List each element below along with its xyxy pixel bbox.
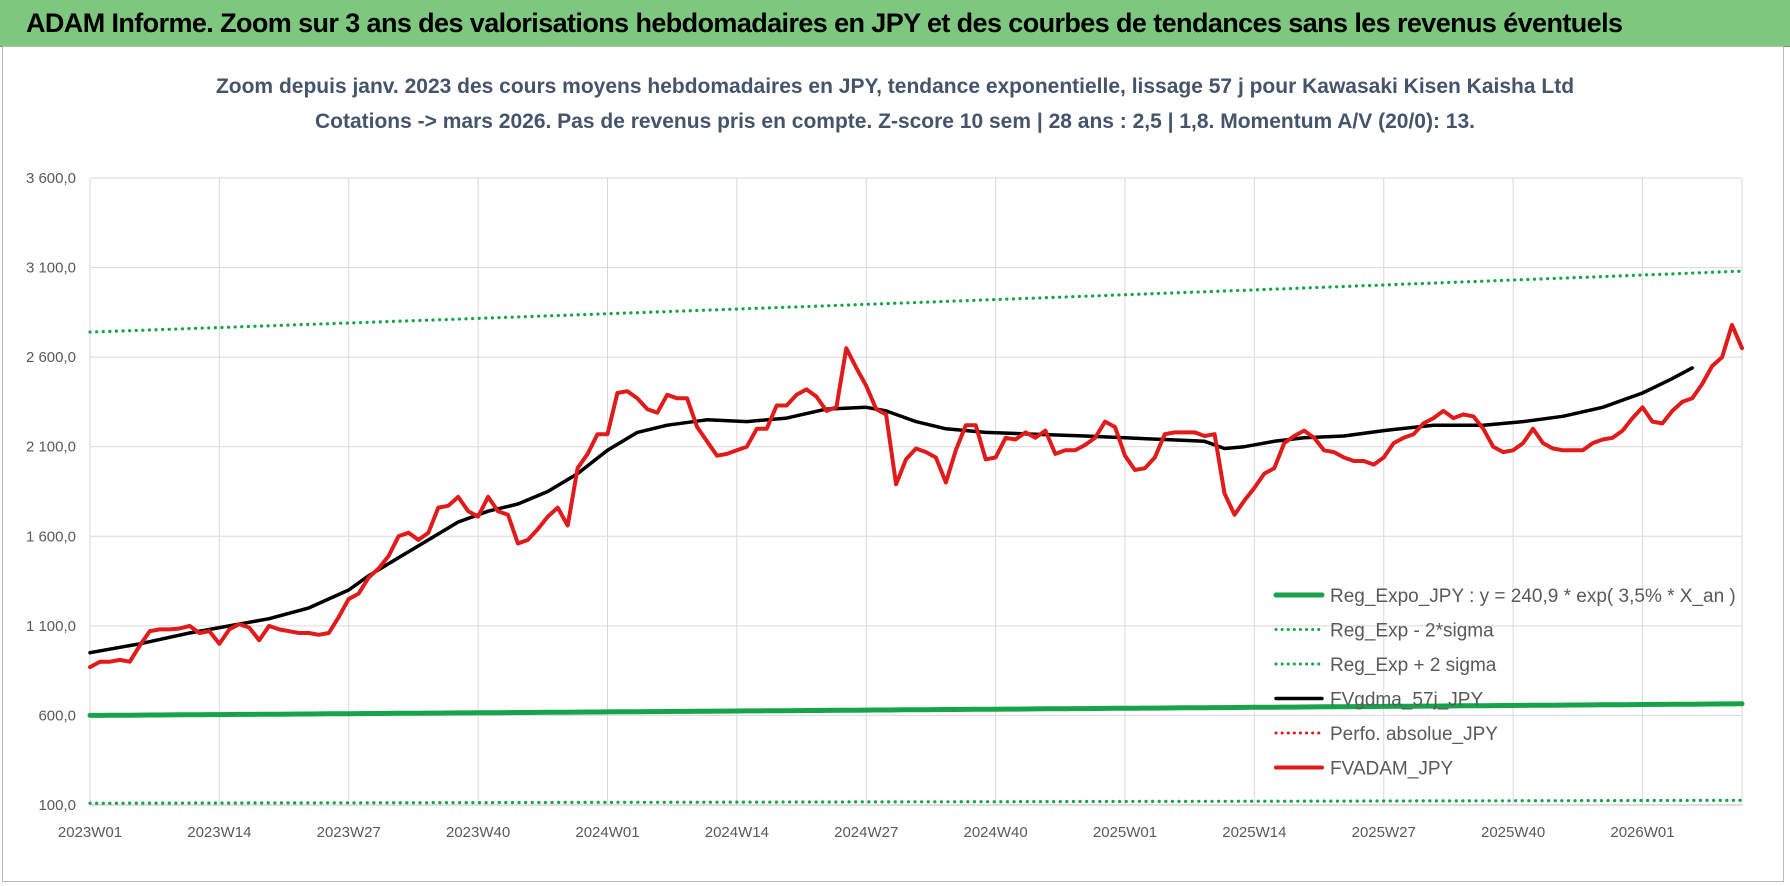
chart-title-line2: Cotations -> mars 2026. Pas de revenus p… [315,110,1475,133]
reg-exp-plus-2sigma-line [88,269,1744,334]
legend-entry: Perfo. absolue_JPY [1330,724,1498,745]
x-tick-label: 2023W27 [317,824,381,841]
report-banner: ADAM Informe. Zoom sur 3 ans des valoris… [0,0,1790,47]
x-tick-label: 2026W01 [1610,824,1674,841]
x-tick-label: 2023W01 [58,824,122,841]
reg-exp-minus-2sigma-line [88,798,1744,805]
y-tick-label: 2 600,0 [26,349,76,366]
x-tick-label: 2025W40 [1481,824,1545,841]
legend-entry: Reg_Exp + 2 sigma [1330,655,1497,676]
y-tick-label: 600,0 [38,707,76,724]
x-tick-label: 2024W01 [575,824,639,841]
legend-entry: Reg_Exp - 2*sigma [1330,621,1494,642]
x-tick-label: 2024W40 [964,824,1028,841]
x-tick-label: 2024W14 [705,824,769,841]
y-tick-label: 2 100,0 [26,439,76,456]
chart-frame [2,46,1784,882]
axes: 100,0 600,0 1 100,0 1 600,0 2 100,0 2 600,0 3 … [26,170,1742,841]
legend-entry: Reg_Expo_JPY : y = 240,9 * exp( 3,5% * X… [1330,586,1736,607]
reg-expo-line [87,701,1745,718]
x-tick-label: 2023W40 [446,824,510,841]
report-title: ADAM Informe. Zoom sur 3 ans des valoris… [26,8,1623,38]
x-tick-label: 2025W14 [1222,824,1286,841]
gridlines [89,177,1743,806]
legend: Reg_Expo_JPY : y = 240,9 * exp( 3,5% * X… [1273,586,1736,780]
y-tick-label: 1 600,0 [26,528,76,545]
x-tick-label: 2025W01 [1093,824,1157,841]
fvgdma-57j-line [88,366,1694,655]
series [87,269,1745,805]
x-tick-label: 2025W27 [1352,824,1416,841]
fvadam-line [88,322,1744,670]
y-tick-label: 3 100,0 [26,260,76,277]
y-tick-label: 3 600,0 [26,170,76,187]
legend-entry: FVADAM_JPY [1330,759,1454,780]
x-tick-label: 2024W27 [834,824,898,841]
x-tick-label: 2023W14 [187,824,251,841]
y-tick-label: 1 100,0 [26,618,76,635]
legend-entry: FVgdma_57j_JPY [1330,690,1483,711]
chart-title-line1: Zoom depuis janv. 2023 des cours moyens … [216,75,1574,98]
y-tick-label: 100,0 [38,797,76,814]
